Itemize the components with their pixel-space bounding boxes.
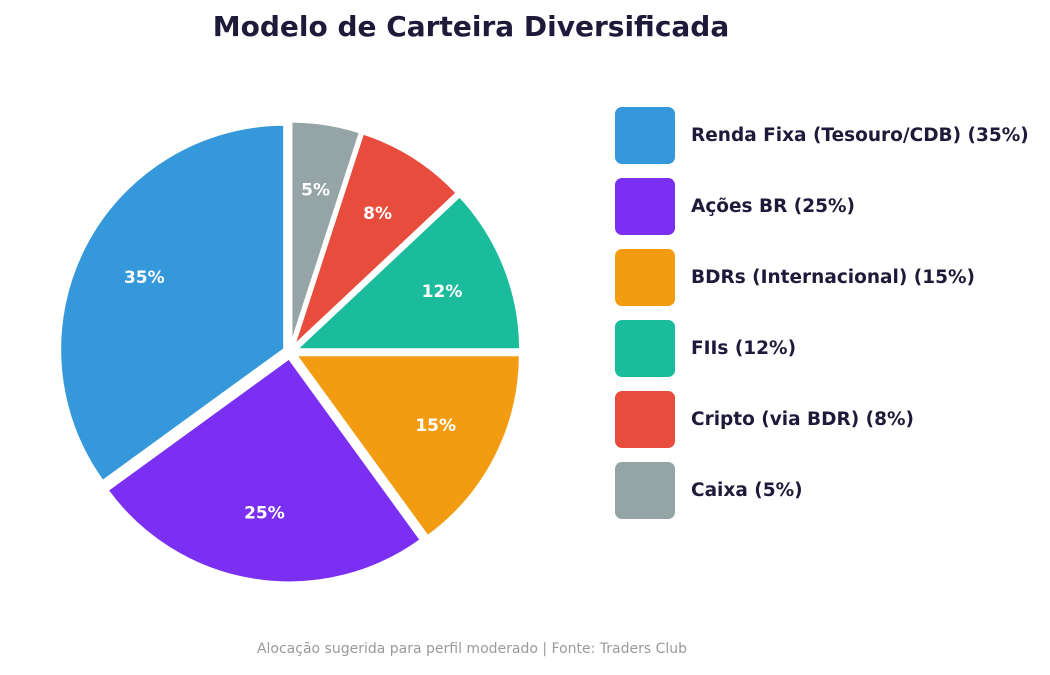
pie-slice — [58, 122, 287, 484]
slice-data-label: 5% — [301, 181, 330, 201]
pie-chart: 35% 25% 15% 12% 8% 5% — [58, 119, 523, 585]
legend-label: Caixa (5%) — [691, 480, 803, 501]
pie-slice — [294, 194, 523, 352]
legend-swatch — [615, 249, 675, 306]
slice-data-label: 25% — [244, 503, 285, 523]
slice-data-label: 12% — [422, 282, 463, 302]
legend-item: Renda Fixa (Tesouro/CDB) (35%) — [615, 107, 1045, 165]
chart-title: Modelo de Carteira Diversificada — [212, 10, 730, 43]
legend-label: Renda Fixa (Tesouro/CDB) (35%) — [691, 125, 1029, 146]
legend-label: FIIs (12%) — [691, 338, 797, 359]
legend-item: Cripto (via BDR) (8%) — [615, 391, 1045, 449]
legend-swatch — [615, 391, 675, 448]
pie-slice — [105, 356, 423, 585]
legend-swatch — [615, 320, 675, 377]
legend-label: Cripto (via BDR) (8%) — [691, 409, 914, 430]
legend-item: BDRs (Internacional) (15%) — [615, 249, 1045, 307]
slice-data-label: 35% — [124, 268, 165, 288]
legend-swatch — [615, 107, 675, 164]
pie-slice — [293, 353, 522, 539]
legend-label: Ações BR (25%) — [691, 196, 855, 217]
legend-item: Ações BR (25%) — [615, 178, 1045, 236]
legend-swatch — [615, 178, 675, 235]
legend-label: BDRs (Internacional) (15%) — [691, 267, 975, 288]
pie-slice — [289, 119, 362, 348]
footnote: Alocação sugerida para perfil moderado |… — [256, 641, 688, 657]
legend-item: FIIs (12%) — [615, 320, 1045, 378]
pie-slice — [291, 131, 459, 349]
legend-item: Caixa (5%) — [615, 462, 1045, 520]
legend-swatch — [615, 462, 675, 519]
slice-data-label: 8% — [363, 204, 392, 224]
slice-data-label: 15% — [415, 416, 456, 436]
